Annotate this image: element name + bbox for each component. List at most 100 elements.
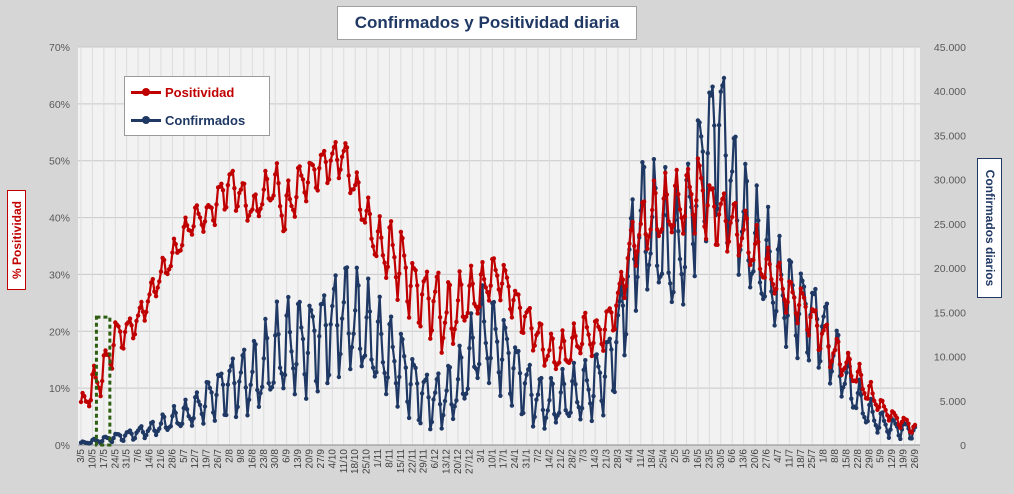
data-point [193,395,198,400]
data-point [424,372,430,377]
data-point [132,436,138,441]
data-point [385,375,390,380]
x-tick-label: 13/12 [442,449,453,474]
data-point [282,227,288,232]
data-point [627,241,632,246]
data-point [189,423,195,428]
data-point [508,306,513,312]
data-point [679,271,684,277]
data-point [444,388,449,393]
data-point [870,391,875,396]
data-point [774,308,779,314]
data-point [346,173,351,178]
data-point [511,297,516,303]
data-point [779,277,784,282]
data-point [292,392,297,397]
y-right-tick-label: 20.000 [934,263,966,275]
data-point [140,309,146,314]
data-point [299,173,304,178]
x-tick-label: 14/6 [145,449,156,469]
data-point [715,242,720,247]
data-point [770,300,776,305]
data-point [153,294,159,299]
data-point [734,232,740,237]
data-point [633,308,639,313]
data-point [571,321,577,326]
data-point [584,325,590,330]
data-point [450,416,456,422]
data-point [194,203,200,208]
y-right-tick-label: 40.000 [934,86,966,98]
data-point [681,302,686,307]
data-point [441,412,446,418]
data-point [452,327,457,332]
data-point [416,320,421,325]
data-point [570,335,575,341]
data-point [135,313,141,318]
data-point [862,415,867,420]
data-point [865,418,870,424]
data-point [449,402,454,407]
data-point [628,227,634,233]
data-point [317,166,322,171]
data-point [287,197,293,202]
data-point [756,239,761,245]
data-point [279,371,284,376]
x-tick-label: 10/1 [487,449,498,469]
data-point [418,421,423,426]
data-point [793,333,799,338]
data-point [625,256,630,261]
data-point [699,134,704,139]
data-point [823,304,828,310]
data-point [682,265,688,270]
data-point [162,414,167,420]
data-point [743,208,748,213]
data-point [351,331,356,336]
data-point [744,179,750,184]
x-tick-label: 23/8 [259,449,270,469]
data-point [712,123,717,128]
data-point [348,190,353,196]
data-point [676,229,681,234]
data-point [426,296,431,301]
data-point [436,371,441,376]
data-point [353,308,358,313]
data-point [300,177,306,182]
data-point [814,323,820,328]
data-point [269,385,275,390]
data-point [202,219,208,224]
data-point [255,387,260,393]
data-point [261,187,266,192]
data-point [862,391,867,396]
data-point [836,339,841,344]
data-point [883,422,888,427]
data-point [486,380,492,386]
data-point [504,275,510,280]
data-point [111,435,116,441]
data-point [322,293,327,298]
data-point [720,83,725,88]
x-tick-label: 10/5 [87,449,98,469]
data-point [336,374,342,380]
data-point [248,382,253,387]
data-point [109,439,115,445]
data-point [325,180,330,186]
data-point [211,218,216,223]
data-point [558,390,563,395]
data-point [912,422,918,428]
data-point [170,413,175,419]
data-point [792,295,797,300]
data-point [646,234,652,239]
data-point [527,362,532,368]
data-point [512,345,518,350]
data-point [459,355,464,360]
data-point [423,276,428,281]
data-point [801,284,807,289]
x-tick-label: 28/3 [613,449,624,469]
x-tick-label: 6/9 [282,449,293,463]
data-point [723,218,728,224]
data-point [570,379,575,384]
data-point [390,344,395,350]
data-point [201,421,206,426]
data-point [338,167,343,172]
